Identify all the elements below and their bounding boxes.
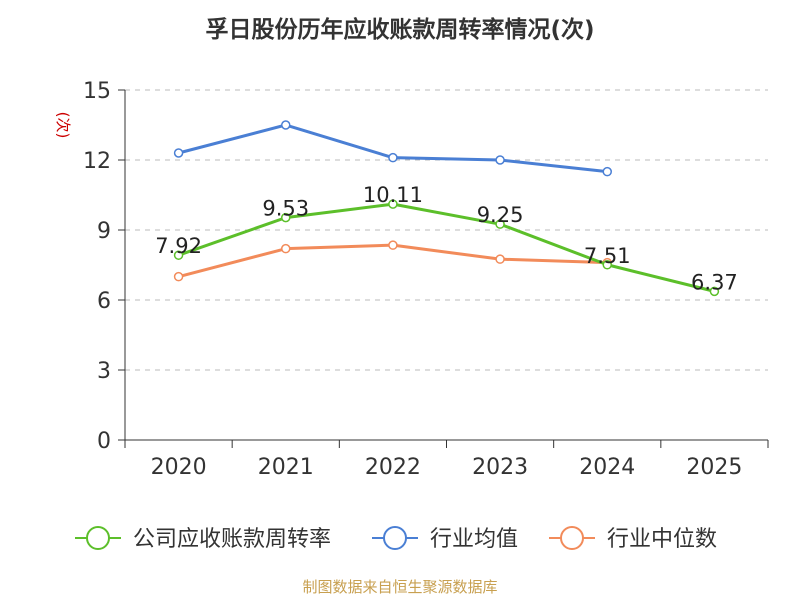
y-tick-label: 15	[83, 79, 111, 104]
y-tick-label: 9	[97, 219, 111, 244]
legend-marker-circle	[86, 526, 110, 550]
x-tick-label: 2021	[258, 455, 314, 480]
x-tick-label: 2024	[579, 455, 635, 480]
series-line-0	[178, 202, 715, 293]
chart-title: 孚日股份历年应收账款周转率情况(次)	[205, 17, 595, 43]
x-tick-label: 2025	[686, 455, 742, 480]
series-point-0	[602, 260, 612, 270]
series-line-1	[178, 123, 608, 174]
series-point-1	[281, 120, 291, 130]
series-point-2	[495, 254, 505, 264]
legend: 公司应收账款周转率 行业均值 行业中位数	[75, 526, 717, 552]
series-point-1	[173, 148, 184, 158]
legend-label: 行业中位数	[607, 527, 717, 552]
data-label: 9.53	[262, 197, 309, 221]
data-label: 9.25	[477, 203, 524, 227]
series-point-0	[173, 250, 184, 260]
axes: 0 3 6 9 12 15 2020 2021 2022 2023 2024 2025	[83, 79, 769, 480]
series-point-0	[709, 286, 720, 297]
series-point-2	[281, 243, 291, 254]
data-label: 7.51	[584, 244, 631, 268]
series-point-1	[602, 166, 612, 177]
source-note: 制图数据来自恒生聚源数据库	[302, 578, 497, 596]
x-tick-label: 2023	[472, 455, 528, 480]
data-label: 10.11	[363, 183, 423, 207]
grid-lines	[125, 89, 768, 371]
data-labels: 7.92 9.53 10.11 9.25 7.51 6.37	[155, 183, 738, 294]
y-unit-label: (次)	[54, 112, 72, 139]
legend-item-1: 行业均值	[372, 526, 518, 552]
legend-label: 公司应收账款周转率	[133, 527, 331, 552]
data-label: 6.37	[691, 270, 738, 294]
series-lines	[173, 120, 720, 297]
y-tick-label: 6	[97, 289, 111, 314]
data-label: 7.92	[155, 234, 202, 258]
legend-item-0: 公司应收账款周转率	[75, 526, 331, 552]
legend-label: 行业均值	[430, 527, 518, 552]
series-point-2	[388, 240, 398, 250]
x-tick-label: 2020	[151, 455, 207, 480]
series-point-0	[281, 212, 291, 223]
y-tick-label: 0	[97, 429, 111, 454]
legend-marker-circle	[383, 526, 407, 550]
series-point-1	[388, 152, 398, 163]
y-tick-label: 3	[97, 359, 111, 384]
legend-marker-circle	[560, 526, 584, 550]
legend-item-2: 行业中位数	[549, 526, 717, 552]
series-point-2	[173, 271, 184, 282]
x-tick-label: 2022	[365, 455, 421, 480]
series-point-0	[388, 199, 398, 209]
y-tick-label: 12	[83, 149, 111, 174]
series-point-1	[495, 155, 505, 165]
series-point-0	[495, 219, 505, 229]
